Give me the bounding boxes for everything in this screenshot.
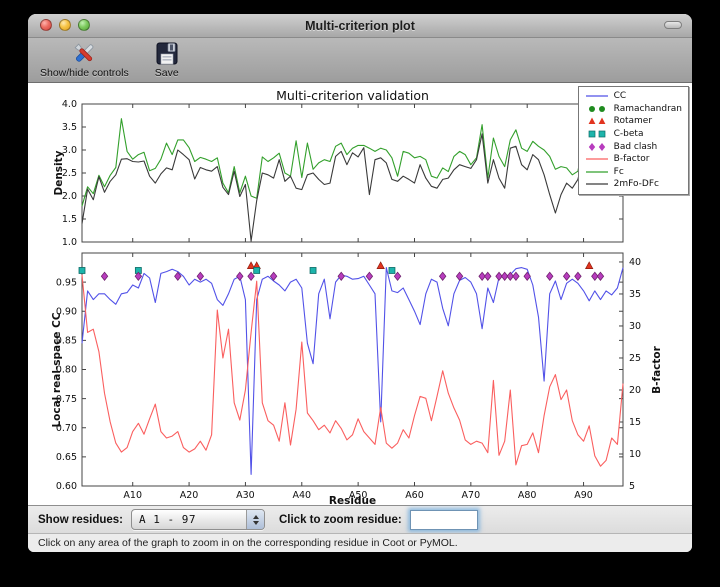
svg-text:0.95: 0.95 (56, 277, 77, 288)
svg-text:10: 10 (629, 449, 641, 460)
save-button[interactable]: Save (151, 40, 183, 80)
legend-item: B-factor (584, 153, 682, 166)
density-axis-label: Density (53, 150, 65, 195)
title-bar[interactable]: Multi-criterion plot (28, 14, 692, 38)
legend-item: Fc (584, 166, 682, 179)
show-hide-controls-label: Show/hide controls (40, 67, 129, 79)
zoom-button[interactable] (78, 19, 90, 31)
legend-item: 2mFo-DFc (584, 178, 682, 191)
multi-criterion-plot-window: Multi-criterion plot (28, 14, 692, 552)
toolbar-toggle-button[interactable] (664, 21, 682, 29)
window-controls (40, 19, 90, 31)
legend-label: Fc (614, 167, 624, 177)
legend-label: C-beta (614, 129, 644, 139)
zoom-residue-input[interactable] (410, 510, 478, 530)
svg-text:20: 20 (629, 385, 641, 396)
svg-text:3.5: 3.5 (62, 122, 77, 133)
svg-text:1.5: 1.5 (62, 214, 77, 225)
legend-label: Ramachandran (614, 104, 682, 114)
show-hide-controls-button[interactable]: Show/hide controls (36, 40, 133, 80)
figure: Multi-criterion validation 1.01.52.02.53… (28, 83, 692, 505)
legend-item: Rotamer (584, 115, 682, 128)
residue-axis-label: Residue (28, 495, 677, 507)
status-message: Click on any area of the graph to zoom i… (38, 537, 458, 549)
close-button[interactable] (40, 19, 52, 31)
save-label: Save (155, 67, 179, 79)
svg-text:0.60: 0.60 (56, 481, 77, 492)
svg-text:5: 5 (629, 481, 635, 492)
svg-text:25: 25 (629, 353, 641, 364)
legend-label: B-factor (614, 154, 650, 164)
tools-icon (71, 41, 97, 66)
status-bar: Click on any area of the graph to zoom i… (28, 533, 692, 552)
legend-item: CC (584, 90, 682, 103)
minimize-button[interactable] (59, 19, 71, 31)
svg-text:15: 15 (629, 417, 641, 428)
svg-text:40: 40 (629, 257, 641, 268)
legend-label: Rotamer (614, 116, 652, 126)
show-residues-label: Show residues: (38, 514, 123, 526)
legend: CC Ramachandran Rotamer C-beta Bad clash B-fa… (578, 86, 689, 195)
stepper-icon (246, 510, 264, 529)
zoom-residue-label: Click to zoom residue: (279, 514, 402, 526)
window-title: Multi-criterion plot (305, 19, 415, 33)
desktop-background: Multi-criterion plot (0, 0, 720, 587)
svg-text:0.65: 0.65 (56, 452, 77, 463)
svg-text:4.0: 4.0 (62, 99, 77, 110)
toolbar: Show/hide controls Save (28, 38, 692, 83)
legend-item: Ramachandran (584, 103, 682, 116)
legend-label: CC (614, 91, 627, 101)
svg-text:35: 35 (629, 289, 641, 300)
legend-label: 2mFo-DFc (614, 179, 659, 189)
svg-text:30: 30 (629, 321, 641, 332)
figure-content: Multi-criterion validation 1.01.52.02.53… (28, 83, 692, 505)
legend-item: C-beta (584, 128, 682, 141)
cc-axis-label: Local real-space CC (51, 312, 63, 427)
legend-label: Bad clash (614, 142, 658, 152)
show-residues-value: A 1 - 97 (132, 513, 246, 526)
controls-bar: Show residues: A 1 - 97 Click to zoom re… (28, 505, 692, 533)
bfactor-axis-label: B-factor (651, 346, 663, 394)
show-residues-select[interactable]: A 1 - 97 (131, 509, 265, 530)
svg-text:1.0: 1.0 (62, 237, 77, 248)
floppy-disk-icon (155, 41, 179, 66)
legend-item: Bad clash (584, 140, 682, 153)
